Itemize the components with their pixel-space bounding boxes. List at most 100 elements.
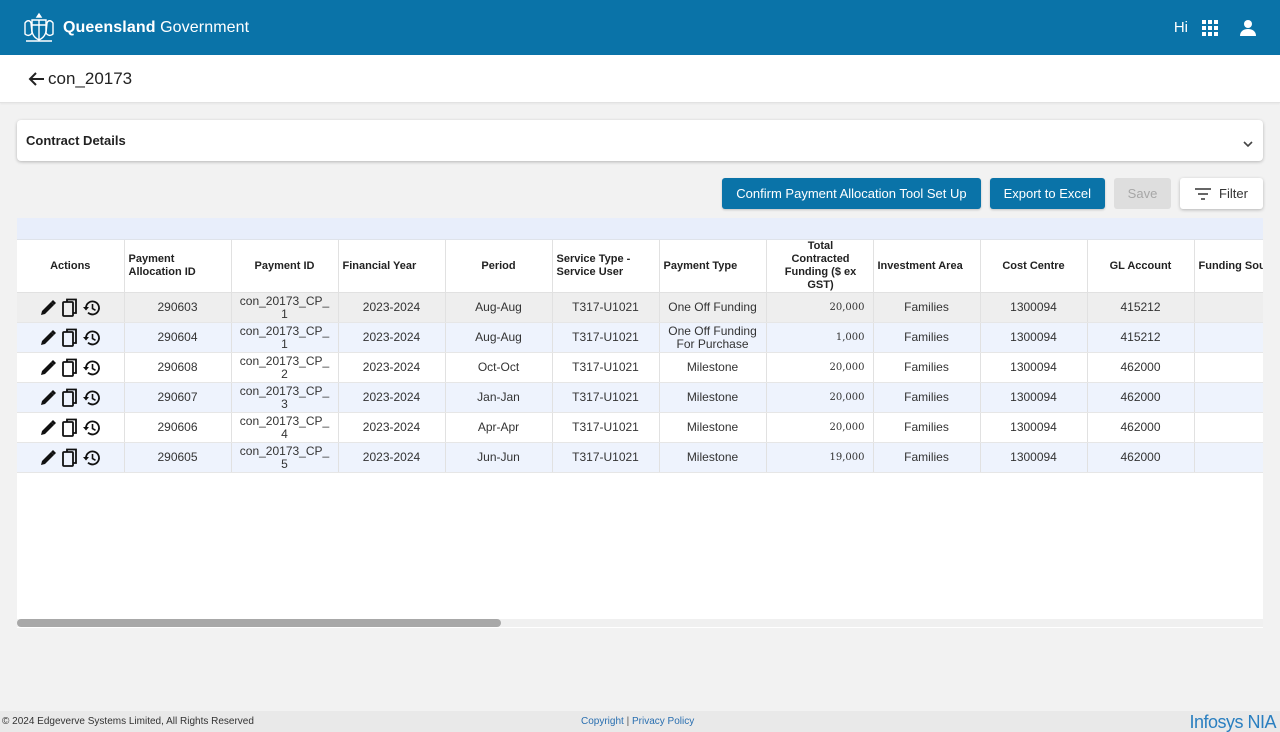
column-header[interactable]: Actions [17, 240, 125, 293]
period-cell: Apr-Apr [445, 412, 553, 443]
export-to-excel-button[interactable]: Export to Excel [989, 178, 1105, 209]
user-account-icon[interactable] [1236, 16, 1260, 40]
financial-year-cell: 2023-2024 [338, 382, 446, 413]
copy-icon[interactable] [60, 358, 80, 378]
edit-pencil-icon[interactable] [38, 388, 58, 408]
footer-links: Copyright | Privacy Policy [581, 716, 694, 727]
table-row[interactable]: 290603 con_20173_CP_1 2023-2024 Aug-Aug T317… [17, 292, 1263, 323]
investment-area-cell: Families [873, 352, 981, 383]
apps-grid-icon[interactable] [1198, 16, 1222, 40]
actions-cell [17, 412, 125, 443]
contract-details-panel[interactable]: Contract Details [17, 120, 1263, 161]
gl-account-cell: 462000 [1087, 412, 1195, 443]
gl-account-cell: 415212 [1087, 292, 1195, 323]
allocation-id-cell: 290608 [124, 352, 232, 383]
history-icon[interactable] [82, 358, 102, 378]
privacy-policy-link[interactable]: Privacy Policy [631, 716, 695, 727]
copy-icon[interactable] [60, 388, 80, 408]
funding-source-cell: State [1194, 412, 1263, 443]
edit-pencil-icon[interactable] [38, 418, 58, 438]
top-header: Queensland Government Hi [0, 0, 1280, 55]
page-title: con_20173 [48, 68, 133, 88]
column-header[interactable]: Funding Source [1194, 240, 1263, 293]
funding-cell: 20,000 [766, 292, 874, 323]
save-button: Save [1114, 178, 1171, 209]
chevron-down-icon [1243, 140, 1253, 147]
payment-type-cell: Milestone [659, 382, 767, 413]
allocation-id-cell: 290604 [124, 322, 232, 353]
copyright-text: © 2024 Edgeverve Systems Limited, All Ri… [2, 716, 254, 727]
cost-centre-cell: 1300094 [980, 322, 1088, 353]
edit-pencil-icon[interactable] [38, 298, 58, 318]
column-header[interactable]: Cost Centre [980, 240, 1088, 293]
copyright-link[interactable]: Copyright [581, 716, 624, 727]
allocation-id-cell: 290607 [124, 382, 232, 413]
actions-cell [17, 382, 125, 413]
copy-icon[interactable] [60, 448, 80, 468]
history-icon[interactable] [82, 298, 102, 318]
arrow-left-icon[interactable] [28, 70, 46, 88]
service-type-cell: T317-U1021 [552, 322, 660, 353]
investment-area-cell: Families [873, 412, 981, 443]
filter-button[interactable]: Filter [1180, 178, 1263, 209]
service-type-cell: T317-U1021 [552, 292, 660, 323]
column-header[interactable]: Payment ID [231, 240, 339, 293]
history-icon[interactable] [82, 448, 102, 468]
edit-pencil-icon[interactable] [38, 448, 58, 468]
table-band [17, 218, 1263, 240]
payment-type-cell: Milestone [659, 412, 767, 443]
funding-cell: 20,000 [766, 382, 874, 413]
copy-icon[interactable] [60, 298, 80, 318]
period-cell: Aug-Aug [445, 322, 553, 353]
edit-pencil-icon[interactable] [38, 328, 58, 348]
confirm-payment-allocation-button[interactable]: Confirm Payment Allocation Tool Set Up [722, 178, 981, 209]
payment-type-cell: Milestone [659, 442, 767, 473]
allocation-id-cell: 290606 [124, 412, 232, 443]
table-row[interactable]: 290607 con_20173_CP_3 2023-2024 Jan-Jan T317… [17, 382, 1263, 413]
column-header[interactable]: Investment Area [873, 240, 981, 293]
payment-id-cell: con_20173_CP_4 [231, 412, 339, 443]
investment-area-cell: Families [873, 382, 981, 413]
filter-icon [1195, 187, 1212, 200]
period-cell: Aug-Aug [445, 292, 553, 323]
payment-type-cell: One Off Funding [659, 292, 767, 323]
column-header[interactable]: Service Type - Service User [552, 240, 660, 293]
financial-year-cell: 2023-2024 [338, 292, 446, 323]
history-icon[interactable] [82, 328, 102, 348]
column-header[interactable]: GL Account [1087, 240, 1195, 293]
page-header: con_20173 [0, 55, 1280, 103]
column-header[interactable]: Financial Year [338, 240, 446, 293]
copy-icon[interactable] [60, 328, 80, 348]
table-row[interactable]: 290605 con_20173_CP_5 2023-2024 Jun-Jun T317… [17, 442, 1263, 473]
financial-year-cell: 2023-2024 [338, 412, 446, 443]
funding-source-cell: State [1194, 382, 1263, 413]
column-header[interactable]: Total Contracted Funding ($ ex GST) [766, 240, 874, 293]
funding-source-cell: State [1194, 322, 1263, 353]
investment-area-cell: Families [873, 292, 981, 323]
infosys-nia-logo: Infosys NIA [1189, 712, 1276, 732]
copy-icon[interactable] [60, 418, 80, 438]
allocation-id-cell: 290603 [124, 292, 232, 323]
table-header-row: Actions Payment Allocation ID Payment ID… [17, 240, 1263, 293]
history-icon[interactable] [82, 418, 102, 438]
cost-centre-cell: 1300094 [980, 412, 1088, 443]
column-header[interactable]: Payment Type [659, 240, 767, 293]
financial-year-cell: 2023-2024 [338, 322, 446, 353]
column-header[interactable]: Period [445, 240, 553, 293]
column-header[interactable]: Payment Allocation ID [124, 240, 232, 293]
filter-label: Filter [1219, 186, 1248, 201]
cost-centre-cell: 1300094 [980, 352, 1088, 383]
footer: © 2024 Edgeverve Systems Limited, All Ri… [0, 711, 1280, 732]
brand[interactable]: Queensland Government [20, 11, 249, 45]
edit-pencil-icon[interactable] [38, 358, 58, 378]
horizontal-scrollbar[interactable] [17, 619, 1263, 627]
funding-cell: 20,000 [766, 412, 874, 443]
period-cell: Oct-Oct [445, 352, 553, 383]
funding-source-cell: State [1194, 442, 1263, 473]
table-row[interactable]: 290606 con_20173_CP_4 2023-2024 Apr-Apr T317… [17, 412, 1263, 443]
table-row[interactable]: 290604 con_20173_CP_1 2023-2024 Aug-Aug T317… [17, 322, 1263, 353]
table-row[interactable]: 290608 con_20173_CP_2 2023-2024 Oct-Oct T317… [17, 352, 1263, 383]
scrollbar-thumb[interactable] [17, 619, 501, 627]
history-icon[interactable] [82, 388, 102, 408]
payment-type-cell: Milestone [659, 352, 767, 383]
